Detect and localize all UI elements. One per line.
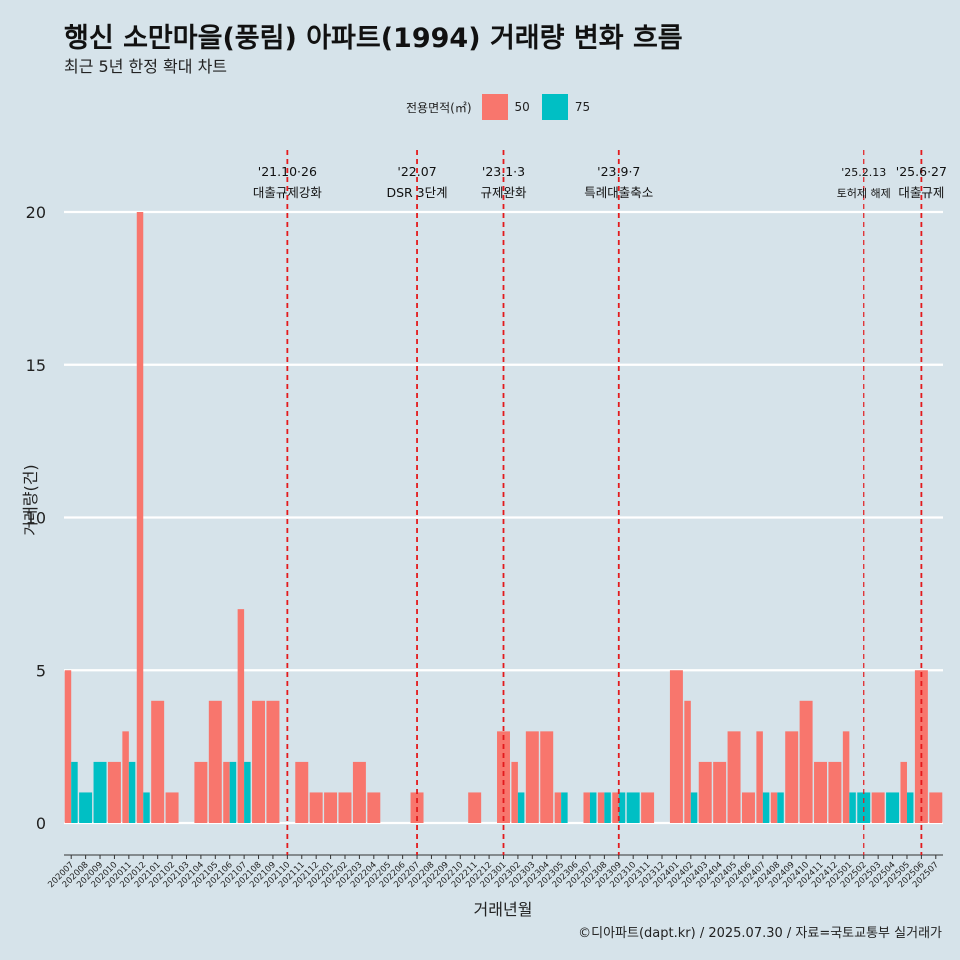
event-name-label: 특례대출축소 [584, 185, 653, 200]
bar-50-202305 [554, 792, 562, 823]
bar-75-202107 [244, 761, 251, 823]
bar-75-202007 [71, 761, 78, 823]
bar-50-202107 [237, 609, 245, 823]
event-name-label: DSR 3단계 [386, 185, 447, 200]
bar-50-202302 [511, 761, 518, 823]
bar-75-202011 [128, 761, 136, 823]
bar-75-202408 [777, 792, 784, 823]
bar-50-202406 [741, 792, 755, 823]
legend-item-50: 50 [481, 94, 530, 120]
y-tick-label: 10 [26, 509, 46, 528]
bar-50-202109 [266, 700, 280, 823]
bar-75-202309 [618, 792, 626, 823]
bar-50-202311 [641, 792, 655, 823]
bar-50-202304 [540, 731, 554, 823]
bar-75-202310 [626, 792, 640, 823]
bar-50-202010 [107, 761, 121, 823]
bar-50-202106 [223, 761, 230, 823]
bar-50-202111 [295, 761, 309, 823]
legend: 전용면적(㎡) 50 75 [406, 93, 594, 121]
bar-75-202009 [93, 761, 107, 823]
y-tick-label: 0 [36, 814, 46, 833]
legend-item-75: 75 [541, 94, 591, 120]
bar-75-202106 [229, 761, 237, 823]
bar-75-202501 [849, 792, 856, 823]
bar-50-202301 [497, 731, 510, 823]
bar-50-202405 [727, 731, 741, 823]
bar-50-202408 [770, 792, 778, 823]
event-name-label: 대출규제강화 [253, 185, 323, 200]
event-date-label: '22.07 [397, 164, 436, 179]
bar-75-202308 [604, 792, 611, 823]
chart-title: 행신 소만마을(풍림) 아파트(1994) 거래량 변화 흐름 [64, 23, 683, 54]
legend-key-75 [541, 94, 568, 120]
bar-50-202402 [684, 700, 691, 823]
bar-75-202008 [79, 792, 93, 823]
bar-50-202104 [194, 761, 208, 823]
event-name-label: 규제완화 [480, 185, 527, 200]
bar-75-202302 [517, 792, 525, 823]
bar-50-202011 [122, 731, 129, 823]
bar-75-202407 [762, 792, 770, 823]
event-date-label: '23.9·7 [597, 164, 640, 179]
event-name-label: 토허제 해제 [837, 186, 891, 200]
bar-50-202409 [785, 731, 799, 823]
bar-50-202007 [64, 670, 72, 823]
bar-50-202411 [814, 761, 828, 823]
bar-50-202101 [151, 700, 165, 823]
bar-50-202501 [842, 731, 850, 823]
x-axis-label: 거래년월 [473, 900, 533, 919]
bar-75-202505 [906, 792, 914, 823]
bar-50-202203 [352, 761, 366, 823]
bar-50-202307 [583, 792, 590, 823]
bar-50-202309 [612, 792, 619, 823]
bar-50-202202 [338, 792, 352, 823]
bar-50-202102 [165, 792, 179, 823]
bar-50-202404 [713, 761, 727, 823]
bar-50-202012 [136, 212, 144, 823]
bar-75-202305 [561, 792, 568, 823]
legend-label-50: 50 [514, 100, 530, 114]
bar-75-202402 [690, 792, 698, 823]
bar-50-202507 [929, 792, 943, 823]
bar-50-202204 [367, 792, 381, 823]
bar-50-202401 [669, 670, 683, 823]
y-axis-label: 거래량(건) [21, 464, 40, 536]
bar-50-202503 [871, 792, 885, 823]
event-date-label: '21.10·26 [258, 164, 317, 179]
event-name-label: 대출규제 [898, 185, 944, 200]
bar-50-202303 [525, 731, 539, 823]
event-date-label: '25.2.13 [841, 166, 886, 179]
bar-50-202201 [324, 792, 338, 823]
bar-50-202407 [756, 731, 763, 823]
event-date-label: '23.1·3 [482, 164, 525, 179]
legend-label-75: 75 [574, 100, 591, 114]
bar-75-202504 [886, 792, 900, 823]
chart-subtitle: 최근 5년 한정 확대 차트 [64, 57, 228, 76]
bar-50-202410 [799, 700, 813, 823]
bar-50-202211 [468, 792, 482, 823]
bar-50-202308 [597, 792, 605, 823]
bar-75-202307 [589, 792, 597, 823]
bar-75-202012 [143, 792, 150, 823]
bar-50-202112 [309, 792, 323, 823]
legend-title: 전용면적(㎡) [406, 100, 472, 115]
y-tick-label: 15 [26, 356, 46, 375]
bar-50-202105 [208, 700, 222, 823]
event-date-label: '25.6·27 [896, 164, 947, 179]
bar-50-202403 [698, 761, 712, 823]
y-tick-label: 5 [36, 661, 46, 680]
legend-key-50 [481, 94, 508, 120]
bar-50-202412 [828, 761, 842, 823]
bar-50-202108 [252, 700, 266, 823]
y-tick-label: 20 [26, 203, 46, 222]
source-caption: ©디아파트(dapt.kr) / 2025.07.30 / 자료=국토교통부 실… [578, 926, 942, 941]
bar-50-202505 [900, 761, 907, 823]
